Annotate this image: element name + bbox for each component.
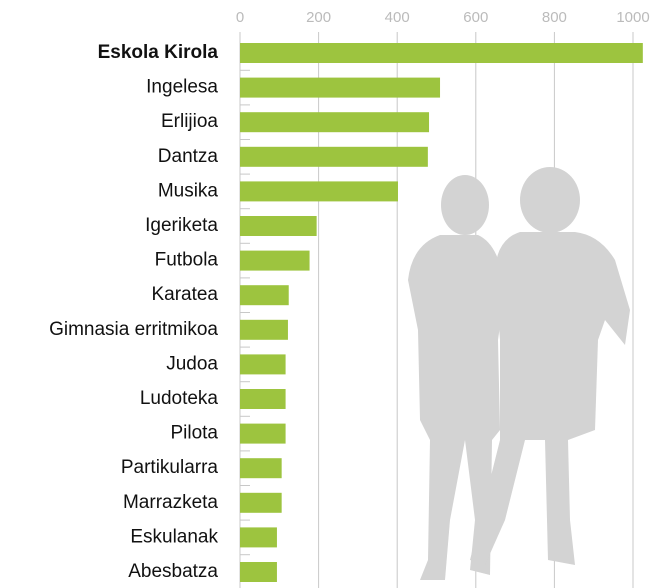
bar xyxy=(240,527,277,547)
x-tick-label: 1000 xyxy=(616,9,649,26)
bar xyxy=(240,458,282,478)
y-tick-label: Futbola xyxy=(155,250,219,271)
bar xyxy=(240,493,282,513)
y-tick-label: Erlijioa xyxy=(161,111,218,132)
bar xyxy=(240,320,288,340)
y-tick-label: Igeriketa xyxy=(145,215,218,236)
bar xyxy=(240,216,317,236)
y-tick-label: Ingelesa xyxy=(146,77,218,98)
y-tick-label: Partikularra xyxy=(121,457,219,478)
bar xyxy=(240,112,429,132)
bar xyxy=(240,78,440,98)
y-tick-label: Karatea xyxy=(151,284,218,305)
bar xyxy=(240,147,428,167)
y-tick-label: Dantza xyxy=(158,146,219,167)
page: {"chart_data": {"type": "bar", "orientat… xyxy=(0,0,657,588)
x-tick-label: 800 xyxy=(542,9,567,26)
y-tick-label: Abesbatza xyxy=(128,561,218,582)
bar xyxy=(240,251,310,271)
chart: 0 200 400 600 800 1000 Eskola Kirola Ingelesa Er… xyxy=(0,0,657,588)
bar xyxy=(240,354,286,374)
x-tick-label: 600 xyxy=(463,9,488,26)
bar xyxy=(240,285,289,305)
y-tick-label: Judoa xyxy=(166,353,218,374)
y-tick-label: Musika xyxy=(158,180,219,201)
x-tick-label: 200 xyxy=(306,9,331,26)
y-tick-label: Gimnasia erritmikoa xyxy=(49,319,218,340)
y-tick-label: Ludoteka xyxy=(140,388,219,409)
bar xyxy=(240,43,643,63)
y-tick-label: Eskulanak xyxy=(130,526,218,547)
y-tick-label: Pilota xyxy=(170,423,218,444)
bar xyxy=(240,389,286,409)
silhouettes xyxy=(408,167,630,580)
bar xyxy=(240,181,398,201)
bar xyxy=(240,424,286,444)
x-tick-label: 0 xyxy=(236,9,244,26)
x-tick-label: 400 xyxy=(385,9,410,26)
y-tick-label: Eskola Kirola xyxy=(98,42,219,63)
y-tick-label: Marrazketa xyxy=(123,492,218,513)
bar xyxy=(240,562,277,582)
